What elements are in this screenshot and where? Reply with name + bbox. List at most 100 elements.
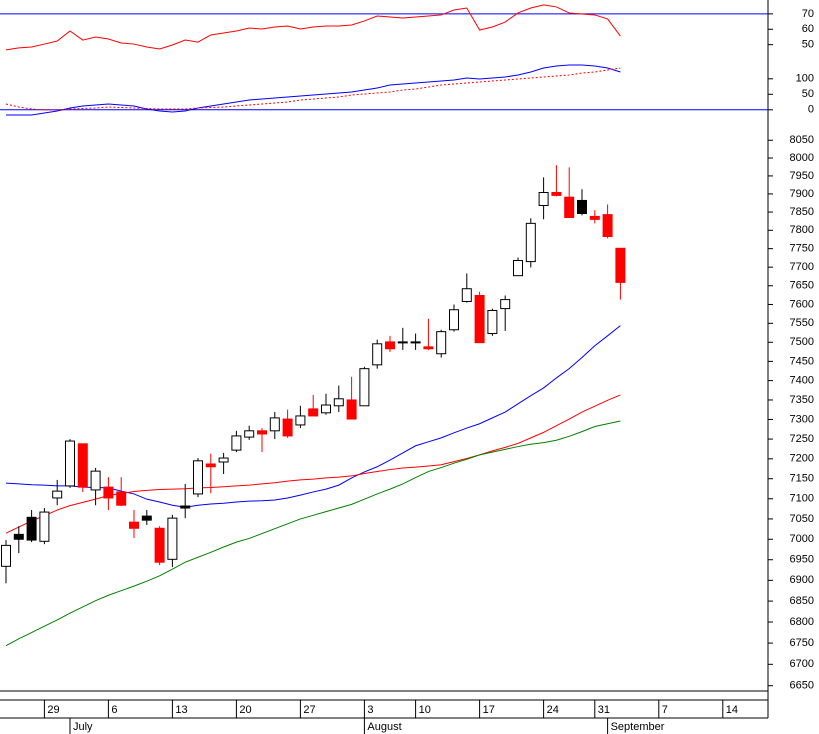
y-tick-label: 7200 <box>790 453 814 465</box>
candle-body <box>474 294 485 344</box>
candle-body <box>487 309 498 335</box>
x-tick-label: 10 <box>419 704 431 716</box>
y-tick-label: 50 <box>802 88 814 100</box>
y-tick-label: 7800 <box>790 224 814 236</box>
y-tick-label: 6750 <box>790 637 814 649</box>
y-tick-label: 7500 <box>790 336 814 348</box>
x-tick-label: 17 <box>483 704 495 716</box>
x-tick-label: 31 <box>598 704 610 716</box>
candle-body <box>500 299 511 310</box>
candle-body <box>615 247 626 283</box>
candle-body <box>167 517 178 560</box>
x-tick-label: 14 <box>726 704 738 716</box>
y-tick-label: 50 <box>802 39 814 51</box>
x-tick-label: 6 <box>111 704 117 716</box>
y-tick-label: 6700 <box>790 658 814 670</box>
indicator-line <box>6 64 621 116</box>
y-tick-label: 7400 <box>790 375 814 387</box>
candle-body <box>129 521 139 529</box>
y-tick-label: 7650 <box>790 280 814 292</box>
candle-body <box>141 515 152 521</box>
candle-body <box>295 415 306 426</box>
y-tick-label: 0 <box>808 104 814 116</box>
candle-body <box>231 435 242 451</box>
candle-body <box>269 417 280 432</box>
candle-body <box>346 399 357 420</box>
indicator-line <box>5 4 621 51</box>
candle-body <box>461 288 472 302</box>
x-tick-label: 24 <box>547 704 559 716</box>
candle-body <box>103 486 114 499</box>
x-tick-label: 3 <box>367 704 373 716</box>
y-tick-label: 7900 <box>790 188 814 200</box>
y-tick-label: 7000 <box>790 533 814 545</box>
y-tick-label: 7250 <box>790 433 814 445</box>
y-tick-label: 7350 <box>790 394 814 406</box>
candle-body <box>577 199 587 215</box>
candle-body <box>244 430 255 438</box>
y-tick-label: 6900 <box>790 574 814 586</box>
candle-body <box>423 346 434 350</box>
candle-body <box>321 404 331 414</box>
candle-body <box>90 470 101 491</box>
x-tick-label: 27 <box>303 704 315 716</box>
candle-body <box>218 457 229 463</box>
candle-body <box>410 341 421 344</box>
y-tick-label: 7050 <box>790 513 814 525</box>
y-tick-label: 7850 <box>790 206 814 218</box>
y-tick-label: 100 <box>796 73 814 85</box>
candle-body <box>372 343 383 366</box>
candle-body <box>154 527 165 563</box>
y-tick-label: 8000 <box>790 152 814 164</box>
y-tick-label: 6800 <box>790 616 814 628</box>
y-tick-label: 7700 <box>790 261 814 273</box>
candle-body <box>589 215 600 220</box>
candle-body <box>602 214 613 238</box>
y-tick-label: 7450 <box>790 355 814 367</box>
candle-body <box>52 490 63 499</box>
x-tick-label: 20 <box>239 704 251 716</box>
moving-average <box>5 420 621 647</box>
candle-body <box>436 331 447 355</box>
candle-body <box>397 341 408 344</box>
y-tick-label: 8050 <box>790 134 814 146</box>
candle-body <box>257 430 267 435</box>
y-tick-label: 60 <box>802 23 814 35</box>
candle-body <box>282 418 293 437</box>
candle-body <box>116 491 127 506</box>
candle-body <box>551 191 562 196</box>
candle-body <box>205 463 216 468</box>
candle-body <box>385 341 395 350</box>
candle-body <box>333 398 344 407</box>
candle-body <box>538 191 549 207</box>
indicator-line <box>5 67 621 111</box>
candle-body <box>525 222 536 263</box>
y-tick-label: 7750 <box>790 243 814 255</box>
candle-body <box>449 309 459 331</box>
x-tick-label: 7 <box>662 704 668 716</box>
candle-body <box>359 368 370 407</box>
y-tick-label: 6650 <box>790 680 814 692</box>
y-tick-label: 6950 <box>790 554 814 566</box>
candle-body <box>13 533 24 540</box>
x-tick-label: 29 <box>47 704 59 716</box>
x-tick-label: 13 <box>175 704 187 716</box>
y-tick-label: 7300 <box>790 413 814 425</box>
month-label: July <box>73 721 93 733</box>
y-tick-label: 6850 <box>790 595 814 607</box>
candle-body <box>180 505 191 509</box>
month-label: September <box>611 721 665 733</box>
candle-body <box>513 259 523 277</box>
y-tick-label: 7950 <box>790 170 814 182</box>
candle-body <box>564 196 575 219</box>
candle-body <box>65 440 75 487</box>
candle-body <box>193 460 203 495</box>
y-tick-label: 7100 <box>790 493 814 505</box>
y-tick-label: 7150 <box>790 473 814 485</box>
candle-body <box>77 443 88 488</box>
y-tick-label: 70 <box>802 8 814 20</box>
candle-body <box>308 408 319 417</box>
